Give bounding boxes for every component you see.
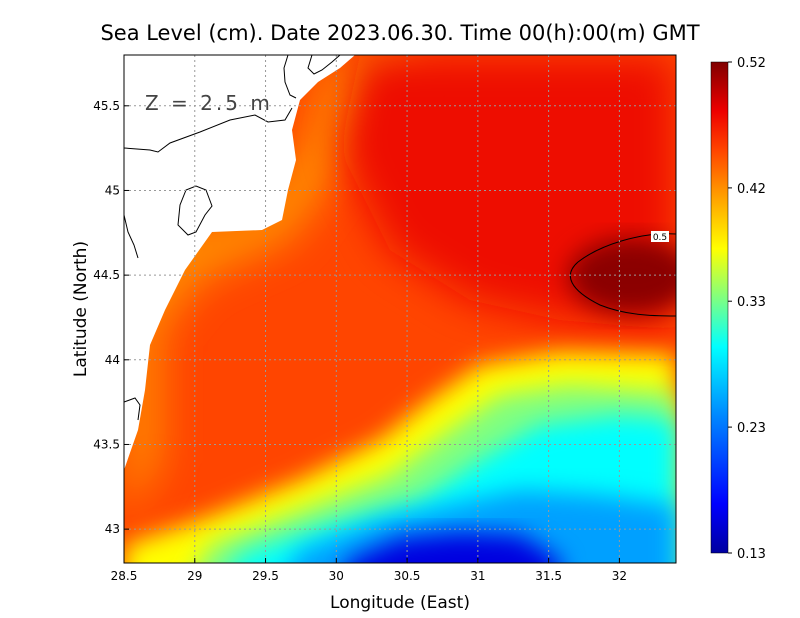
- contour-label-bg: [651, 231, 669, 242]
- x-tick-label: 31: [470, 569, 485, 583]
- colorbar: [710, 61, 729, 554]
- colorbar-tick-label: 0.23: [737, 421, 766, 436]
- plot-frame: [123, 54, 677, 564]
- x-tick-label: 30.5: [394, 569, 421, 583]
- x-tick-label: 32: [612, 569, 627, 583]
- y-tick-label: 45.5: [93, 99, 120, 113]
- x-tick-label: 31.5: [535, 569, 562, 583]
- chart-title: Sea Level (cm). Date 2023.06.30. Time 00…: [100, 21, 699, 45]
- x-tick-label: 30: [329, 569, 344, 583]
- colorbar-ticks: 0.52 0.42 0.33 0.23 0.13: [728, 56, 766, 562]
- y-tick-label: 43: [105, 522, 120, 536]
- y-tick-label: 44: [105, 353, 120, 367]
- x-axis: 28.5 29 29.5 30 30.5 31 31.5 32: [111, 558, 627, 583]
- y-axis: 43 43.5 44 44.5 45 45.5: [93, 99, 129, 536]
- plot-area: 0.5 Z = 2.5 m: [124, 55, 676, 563]
- y-tick-label: 44.5: [93, 268, 120, 282]
- grid-lines: [124, 55, 676, 563]
- contour-label: 0.5: [653, 233, 667, 243]
- x-tick-label: 28.5: [111, 569, 138, 583]
- x-axis-label: Longitude (East): [330, 593, 470, 613]
- depth-annotation: Z = 2.5 m: [145, 91, 273, 115]
- y-tick-label: 43.5: [93, 437, 120, 451]
- y-tick-label: 45: [105, 183, 120, 197]
- coastline: [124, 55, 341, 421]
- x-tick-label: 29: [187, 569, 202, 583]
- colorbar-tick-label: 0.33: [737, 295, 766, 310]
- x-tick-label: 29.5: [252, 569, 279, 583]
- colorbar-tick-label: 0.42: [737, 182, 766, 197]
- field-orange-coast: [124, 55, 420, 520]
- sea-level-field: [124, 55, 676, 563]
- field-band-blue: [348, 532, 560, 563]
- field-maximum-darkred: [568, 238, 676, 314]
- colorbar-tick-label: 0.52: [737, 56, 766, 71]
- land-mass: [124, 55, 355, 470]
- y-axis-label: Latitude (North): [71, 241, 91, 377]
- contour-0-5: [569, 233, 676, 317]
- colorbar-tick-label: 0.13: [737, 547, 766, 562]
